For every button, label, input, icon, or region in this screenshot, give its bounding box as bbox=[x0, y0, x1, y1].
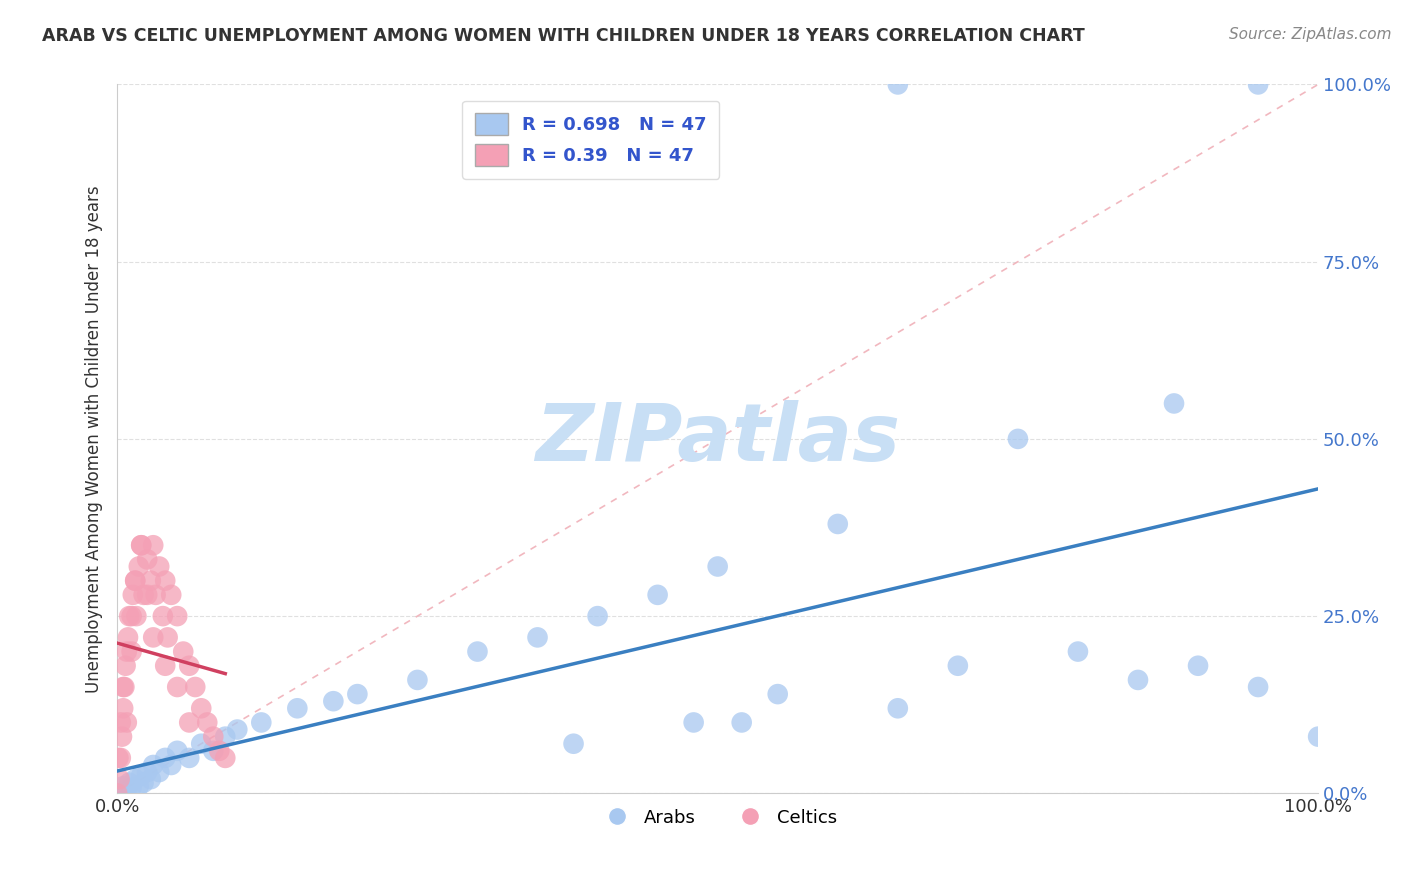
Point bbox=[887, 701, 910, 715]
Point bbox=[129, 538, 152, 552]
Point bbox=[731, 715, 754, 730]
Text: ZIPatlas: ZIPatlas bbox=[536, 400, 900, 478]
Point bbox=[586, 609, 609, 624]
Point bbox=[117, 631, 139, 645]
Text: ARAB VS CELTIC UNEMPLOYMENT AMONG WOMEN WITH CHILDREN UNDER 18 YEARS CORRELATION: ARAB VS CELTIC UNEMPLOYMENT AMONG WOMEN … bbox=[42, 27, 1085, 45]
Point bbox=[160, 588, 183, 602]
Point bbox=[346, 687, 368, 701]
Point bbox=[827, 516, 849, 531]
Point bbox=[145, 588, 167, 602]
Point bbox=[1067, 644, 1090, 658]
Point bbox=[706, 559, 728, 574]
Point bbox=[682, 715, 704, 730]
Point bbox=[214, 730, 236, 744]
Point bbox=[1007, 432, 1029, 446]
Point bbox=[467, 644, 489, 658]
Point bbox=[108, 772, 131, 787]
Point bbox=[121, 644, 143, 658]
Point bbox=[184, 680, 207, 694]
Point bbox=[155, 751, 177, 765]
Point bbox=[112, 680, 135, 694]
Point bbox=[766, 687, 789, 701]
Point bbox=[322, 694, 344, 708]
Point bbox=[128, 779, 150, 793]
Point bbox=[1247, 680, 1270, 694]
Point bbox=[250, 715, 273, 730]
Point bbox=[946, 658, 969, 673]
Point bbox=[112, 680, 135, 694]
Point bbox=[1308, 730, 1330, 744]
Point bbox=[112, 779, 135, 793]
Point bbox=[202, 744, 225, 758]
Point bbox=[214, 751, 236, 765]
Point bbox=[190, 701, 212, 715]
Point bbox=[226, 723, 249, 737]
Point bbox=[562, 737, 585, 751]
Point bbox=[121, 609, 143, 624]
Point bbox=[148, 559, 170, 574]
Point bbox=[105, 786, 128, 800]
Point bbox=[110, 751, 132, 765]
Point bbox=[179, 715, 201, 730]
Point bbox=[142, 538, 165, 552]
Point bbox=[136, 552, 159, 566]
Point bbox=[166, 744, 188, 758]
Point bbox=[208, 744, 231, 758]
Point bbox=[115, 782, 138, 797]
Legend: Arabs, Celtics: Arabs, Celtics bbox=[592, 802, 844, 834]
Point bbox=[128, 559, 150, 574]
Point bbox=[132, 775, 155, 789]
Point bbox=[136, 765, 159, 780]
Point bbox=[166, 609, 188, 624]
Text: Source: ZipAtlas.com: Source: ZipAtlas.com bbox=[1229, 27, 1392, 42]
Point bbox=[125, 609, 148, 624]
Point bbox=[129, 538, 152, 552]
Point bbox=[115, 644, 138, 658]
Point bbox=[132, 588, 155, 602]
Point bbox=[179, 751, 201, 765]
Point bbox=[142, 631, 165, 645]
Point bbox=[124, 772, 146, 787]
Point bbox=[156, 631, 179, 645]
Point bbox=[406, 673, 429, 687]
Point bbox=[111, 730, 134, 744]
Point bbox=[887, 78, 910, 92]
Point bbox=[129, 769, 152, 783]
Point bbox=[1126, 673, 1149, 687]
Point bbox=[526, 631, 548, 645]
Point bbox=[136, 588, 159, 602]
Y-axis label: Unemployment Among Women with Children Under 18 years: Unemployment Among Women with Children U… bbox=[86, 185, 103, 693]
Point bbox=[285, 701, 308, 715]
Point bbox=[1187, 658, 1209, 673]
Point bbox=[118, 775, 141, 789]
Point bbox=[172, 644, 194, 658]
Point bbox=[190, 737, 212, 751]
Point bbox=[115, 715, 138, 730]
Point bbox=[124, 574, 146, 588]
Point bbox=[148, 765, 170, 780]
Point bbox=[118, 609, 141, 624]
Point bbox=[155, 658, 177, 673]
Point bbox=[202, 730, 225, 744]
Point bbox=[160, 758, 183, 772]
Point bbox=[105, 786, 128, 800]
Point bbox=[1247, 78, 1270, 92]
Point bbox=[142, 758, 165, 772]
Point bbox=[110, 715, 132, 730]
Point bbox=[166, 680, 188, 694]
Point bbox=[124, 574, 146, 588]
Point bbox=[155, 574, 177, 588]
Point bbox=[195, 715, 218, 730]
Point bbox=[179, 658, 201, 673]
Point bbox=[139, 772, 162, 787]
Point bbox=[114, 658, 136, 673]
Point bbox=[121, 780, 143, 795]
Point bbox=[152, 609, 174, 624]
Point bbox=[139, 574, 162, 588]
Point bbox=[112, 701, 135, 715]
Point bbox=[121, 588, 143, 602]
Point bbox=[107, 751, 129, 765]
Point bbox=[1163, 396, 1185, 410]
Point bbox=[647, 588, 669, 602]
